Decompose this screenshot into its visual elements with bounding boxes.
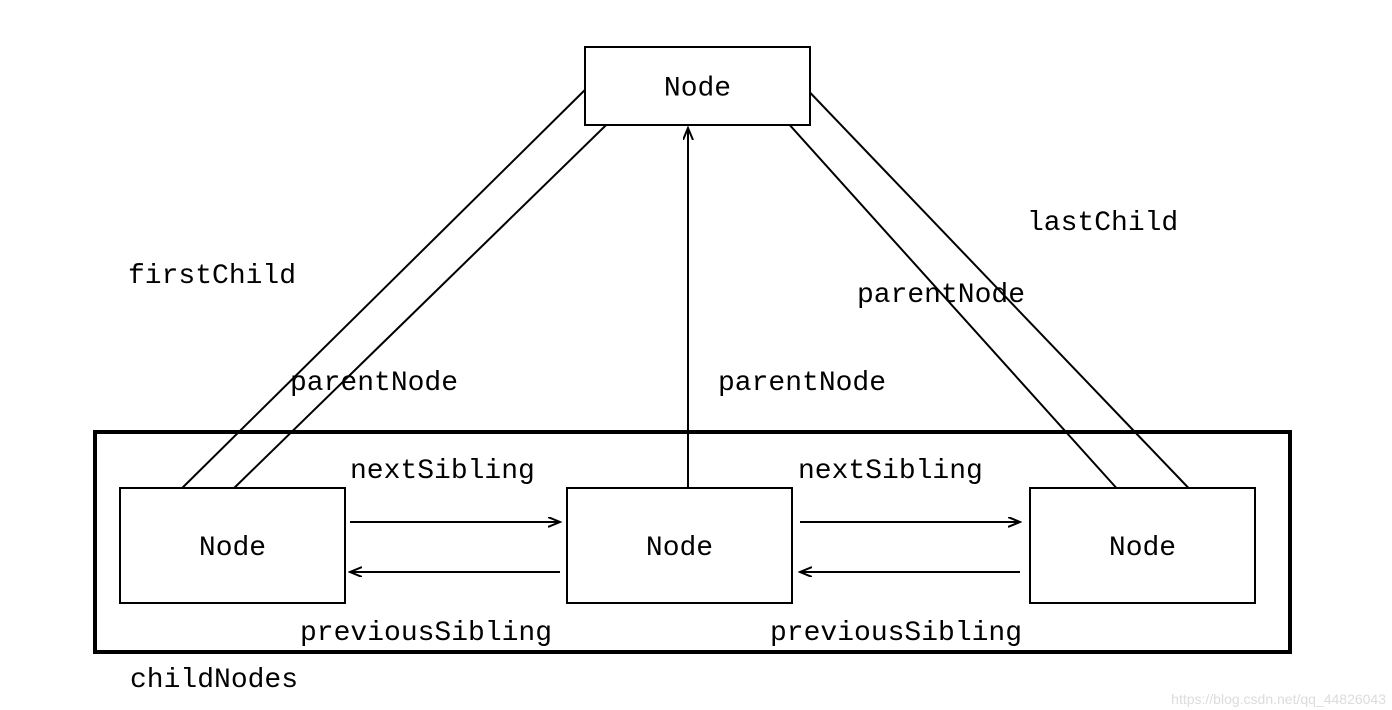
watermark-text: https://blog.csdn.net/qq_44826043 <box>1171 691 1386 707</box>
node-label-child2: Node <box>646 533 713 564</box>
edge-label-firstChild: firstChild <box>128 261 296 292</box>
node-label-parent: Node <box>664 73 731 104</box>
node-label-child1: Node <box>199 533 266 564</box>
edge-label-nextSib1: nextSibling <box>350 456 535 487</box>
node-label-child3: Node <box>1109 533 1176 564</box>
edge-label-prevSib1: previousSibling <box>300 618 552 649</box>
edge-label-parentNode3: parentNode <box>857 280 1025 311</box>
edge-label-parentNode1: parentNode <box>290 368 458 399</box>
childnodes-label: childNodes <box>130 665 298 696</box>
edge-label-prevSib2: previousSibling <box>770 618 1022 649</box>
edge-label-parentNode2: parentNode <box>718 368 886 399</box>
edge-label-lastChild: lastChild <box>1027 208 1178 239</box>
edge-label-nextSib2: nextSibling <box>798 456 983 487</box>
